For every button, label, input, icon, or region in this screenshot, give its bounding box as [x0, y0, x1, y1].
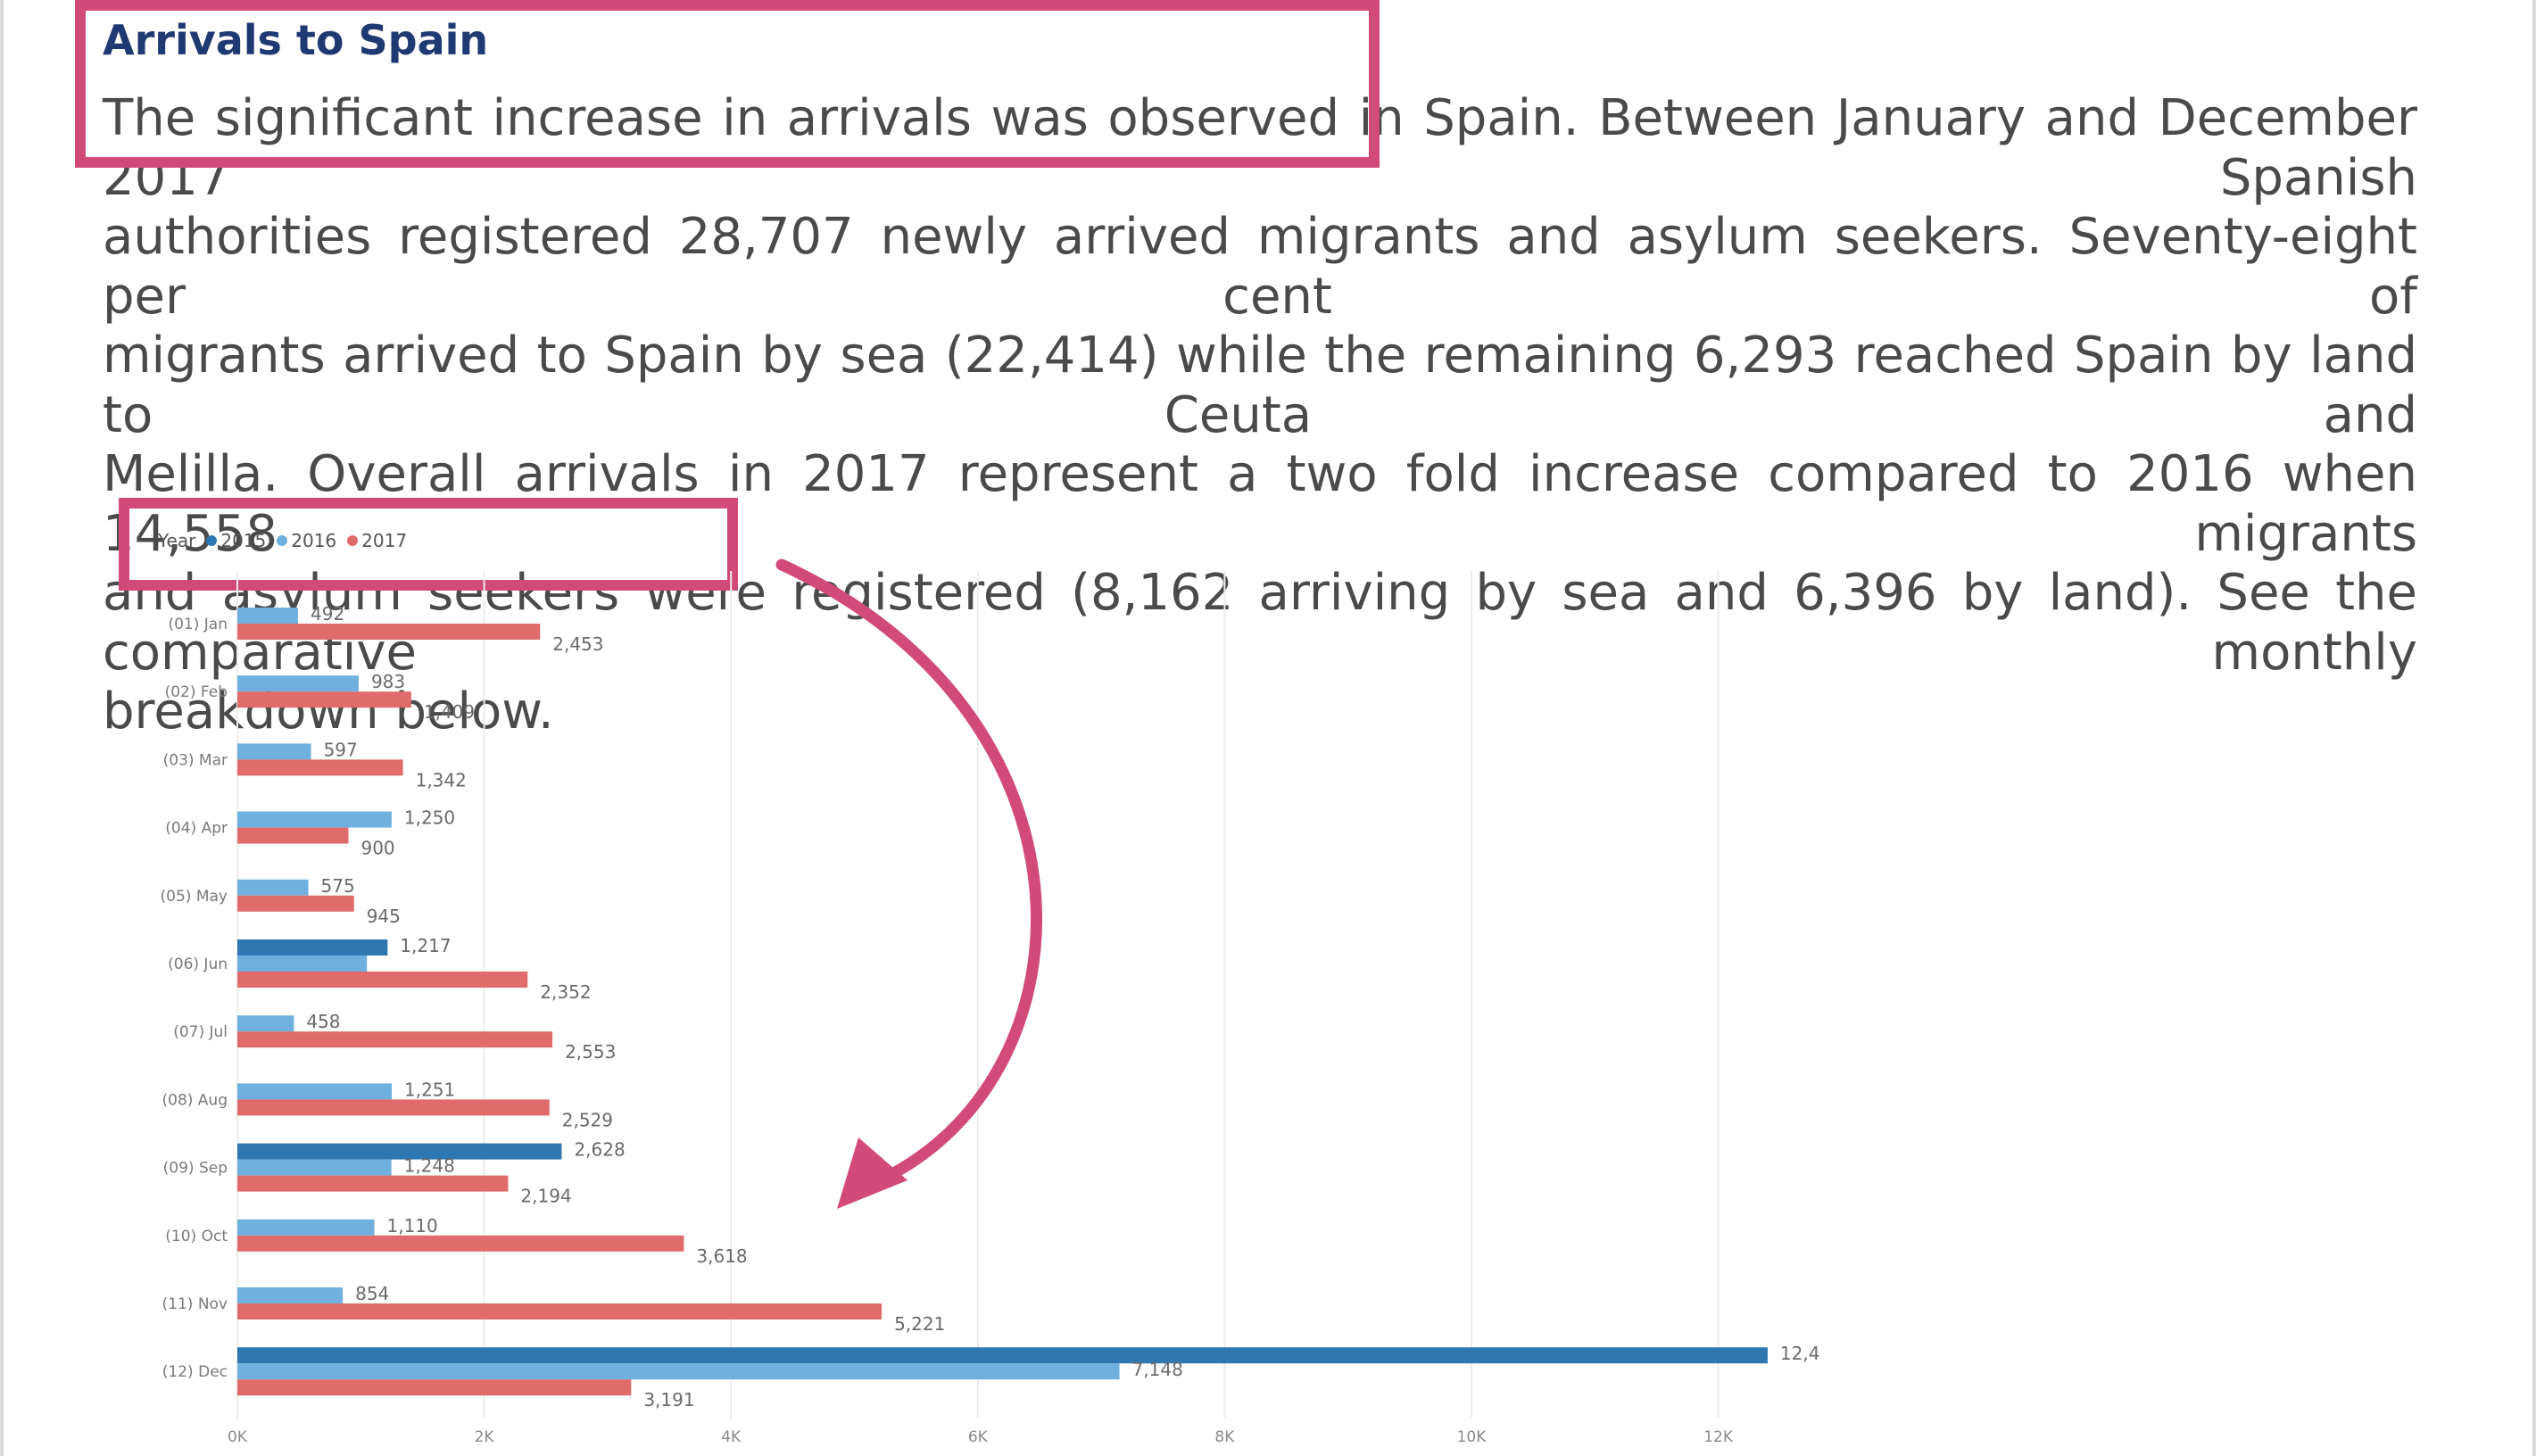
data-label-2017: 3,618: [696, 1245, 747, 1267]
y-category-label: (10) Oct: [165, 1228, 228, 1245]
chart-legend: Year 2015 2016 2017: [158, 530, 407, 551]
bar-2016: [237, 1015, 294, 1032]
data-label-2016: 1,110: [387, 1215, 438, 1237]
data-label-2017: 1,342: [416, 769, 467, 790]
bar-2017: [237, 1031, 553, 1048]
data-label-2017: 5,221: [894, 1313, 945, 1335]
bar-2017: [237, 972, 528, 988]
bar-2015: [237, 1143, 562, 1160]
data-label-2016: 575: [321, 875, 355, 897]
bar-2017: [237, 827, 349, 844]
chart-axis: 0K 2K 4K 6K 8K 10K 12K (01) Jan (02) Feb (03) Mar…: [161, 616, 1734, 1446]
bar-2017: [237, 1235, 684, 1252]
bar-2017: [237, 759, 403, 776]
x-tick-label: 0K: [228, 1428, 248, 1446]
data-label-2016: 1,251: [404, 1079, 455, 1100]
bar-2017: [237, 895, 354, 912]
y-category-label: (04) Apr: [165, 820, 228, 838]
x-tick-label: 2K: [475, 1428, 495, 1446]
paragraph-line: migrants arrived to Spain by sea (22,414…: [103, 327, 2417, 444]
page-edge-left: [0, 0, 4, 1456]
data-label-2017: 900: [361, 838, 394, 859]
bar-2016: [237, 1363, 1120, 1380]
legend-dot-2015: [206, 535, 218, 546]
bar-2016: [237, 811, 392, 828]
page-edge-right: [2532, 0, 2536, 1456]
data-label-2017: 2,194: [520, 1186, 571, 1207]
bar-2017: [237, 1175, 509, 1192]
bar-2016: [237, 1219, 375, 1236]
data-label-2017: 3,191: [643, 1389, 694, 1410]
body-paragraph: The significant increase in arrivals was…: [103, 89, 2417, 742]
legend-label-2015: 2015: [220, 530, 267, 551]
bar-2015: [237, 1347, 1768, 1364]
data-label-2015: 2,628: [574, 1139, 625, 1161]
y-category-label: (02) Feb: [165, 683, 228, 701]
bar-2016: [237, 956, 368, 972]
y-category-label: (03) Mar: [163, 751, 228, 769]
y-category-label: (12) Dec: [162, 1363, 228, 1381]
data-label-2016: 597: [324, 739, 358, 760]
bar-2017: [237, 624, 541, 640]
data-label-2016: 492: [311, 603, 344, 625]
data-label-2016: 458: [306, 1011, 340, 1032]
data-label-2015: 1,217: [400, 935, 451, 956]
data-label-2016: 854: [355, 1283, 389, 1304]
bar-2017: [237, 1099, 550, 1116]
y-category-label: (08) Aug: [162, 1091, 228, 1109]
chart-grid: [236, 571, 1720, 1419]
bar-2017: [237, 691, 411, 708]
bar-2016: [237, 1083, 393, 1100]
highlight-box-text: [75, 0, 1380, 168]
data-label-2017: 945: [367, 906, 401, 927]
data-label-2017: 2,553: [565, 1041, 616, 1063]
data-label-2016: 7,148: [1132, 1359, 1183, 1380]
x-tick-label: 4K: [721, 1428, 742, 1446]
x-tick-label: 12K: [1703, 1428, 1734, 1446]
x-tick-label: 6K: [968, 1428, 989, 1446]
y-category-label: (06) Jun: [168, 956, 228, 973]
bar-2016: [237, 1287, 344, 1303]
legend-label-2016: 2016: [291, 530, 337, 551]
legend-dot-2016: [277, 535, 288, 546]
data-label-2017: 2,352: [540, 981, 591, 1003]
legend-label-2017: 2017: [361, 530, 408, 551]
chart-labels: 492 2,453 983 1,409 597 1,342 1,250 900 575 945 1,…: [306, 603, 1819, 1410]
data-label-2017: 1,409: [424, 701, 475, 723]
bar-2017: [237, 1303, 883, 1320]
data-label-2017: 2,529: [562, 1109, 613, 1130]
bar-2016: [237, 608, 299, 624]
data-label-2017: 2,453: [552, 633, 603, 655]
paragraph-line: authorities registered 28,707 newly arri…: [103, 208, 2417, 326]
legend-dot-2017: [347, 535, 359, 546]
y-category-label: (11) Nov: [162, 1295, 228, 1313]
y-category-label: (09) Sep: [163, 1160, 228, 1178]
bar-2016: [237, 675, 359, 692]
arrow-curve: [775, 558, 1043, 1184]
legend-title: Year: [158, 530, 196, 551]
x-tick-label: 8K: [1214, 1428, 1235, 1446]
bar-2016: [237, 879, 309, 896]
bar-2016: [237, 1159, 392, 1176]
x-tick-label: 10K: [1457, 1428, 1488, 1446]
arrow-annotation: [775, 558, 1043, 1209]
paragraph-line: The significant increase in arrivals was…: [103, 89, 2417, 207]
data-label-2016: 983: [371, 671, 405, 692]
arrow-head: [837, 1138, 907, 1209]
bar-2017: [237, 1379, 632, 1396]
y-category-label: (01) Jan: [168, 616, 228, 633]
y-category-label: (07) Jul: [173, 1023, 228, 1041]
data-label-2016: 1,248: [404, 1155, 455, 1177]
data-label-2015: 12,4: [1780, 1343, 1820, 1364]
section-heading: Arrivals to Spain: [103, 16, 489, 64]
highlight-box-legend: [119, 498, 738, 591]
bar-2016: [237, 743, 311, 760]
paragraph-line: and asylum seekers were registered (8,16…: [103, 564, 2417, 682]
paragraph-line: Melilla. Overall arrivals in 2017 repres…: [103, 445, 2417, 563]
data-label-2016: 1,250: [404, 807, 455, 829]
bar-2015: [237, 939, 388, 956]
y-category-label: (05) May: [161, 888, 228, 906]
chart-bars: [237, 608, 1768, 1396]
